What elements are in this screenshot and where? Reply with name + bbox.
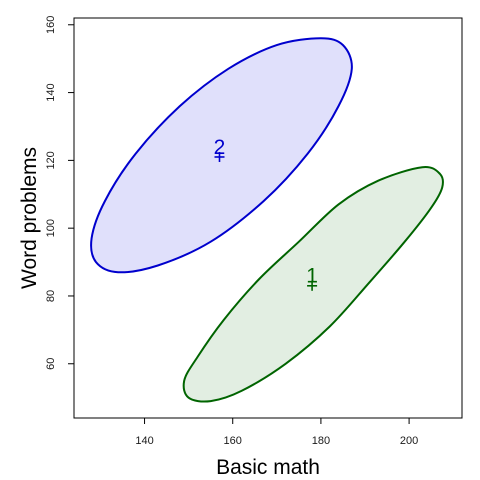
y-tick-label: 160 xyxy=(45,16,57,34)
x-tick-label: 140 xyxy=(135,435,153,447)
x-axis-title: Basic math xyxy=(216,456,320,479)
plot-layer: 12 xyxy=(90,37,444,403)
y-tick-label: 60 xyxy=(45,358,57,370)
group-2: 2 xyxy=(90,37,353,274)
y-tick-label: 140 xyxy=(45,83,57,101)
group-2-ellipse xyxy=(90,37,353,274)
y-tick-label: 80 xyxy=(45,290,57,302)
group-2-label: 2 xyxy=(214,136,226,159)
y-axis-title: Word problems xyxy=(18,147,41,289)
y-tick-label: 120 xyxy=(45,151,57,169)
group-1-label: 1 xyxy=(306,265,318,288)
axis-layer: 140 160 180 200 60 80 100 120 140 160 xyxy=(45,16,418,447)
x-tick-label: 160 xyxy=(224,435,242,447)
x-tick-label: 180 xyxy=(312,435,330,447)
x-tick-label: 200 xyxy=(400,435,418,447)
plot-frame xyxy=(73,17,463,419)
y-tick-label: 100 xyxy=(45,219,57,237)
group-1: 1 xyxy=(182,166,444,403)
group-1-ellipse xyxy=(182,166,444,403)
